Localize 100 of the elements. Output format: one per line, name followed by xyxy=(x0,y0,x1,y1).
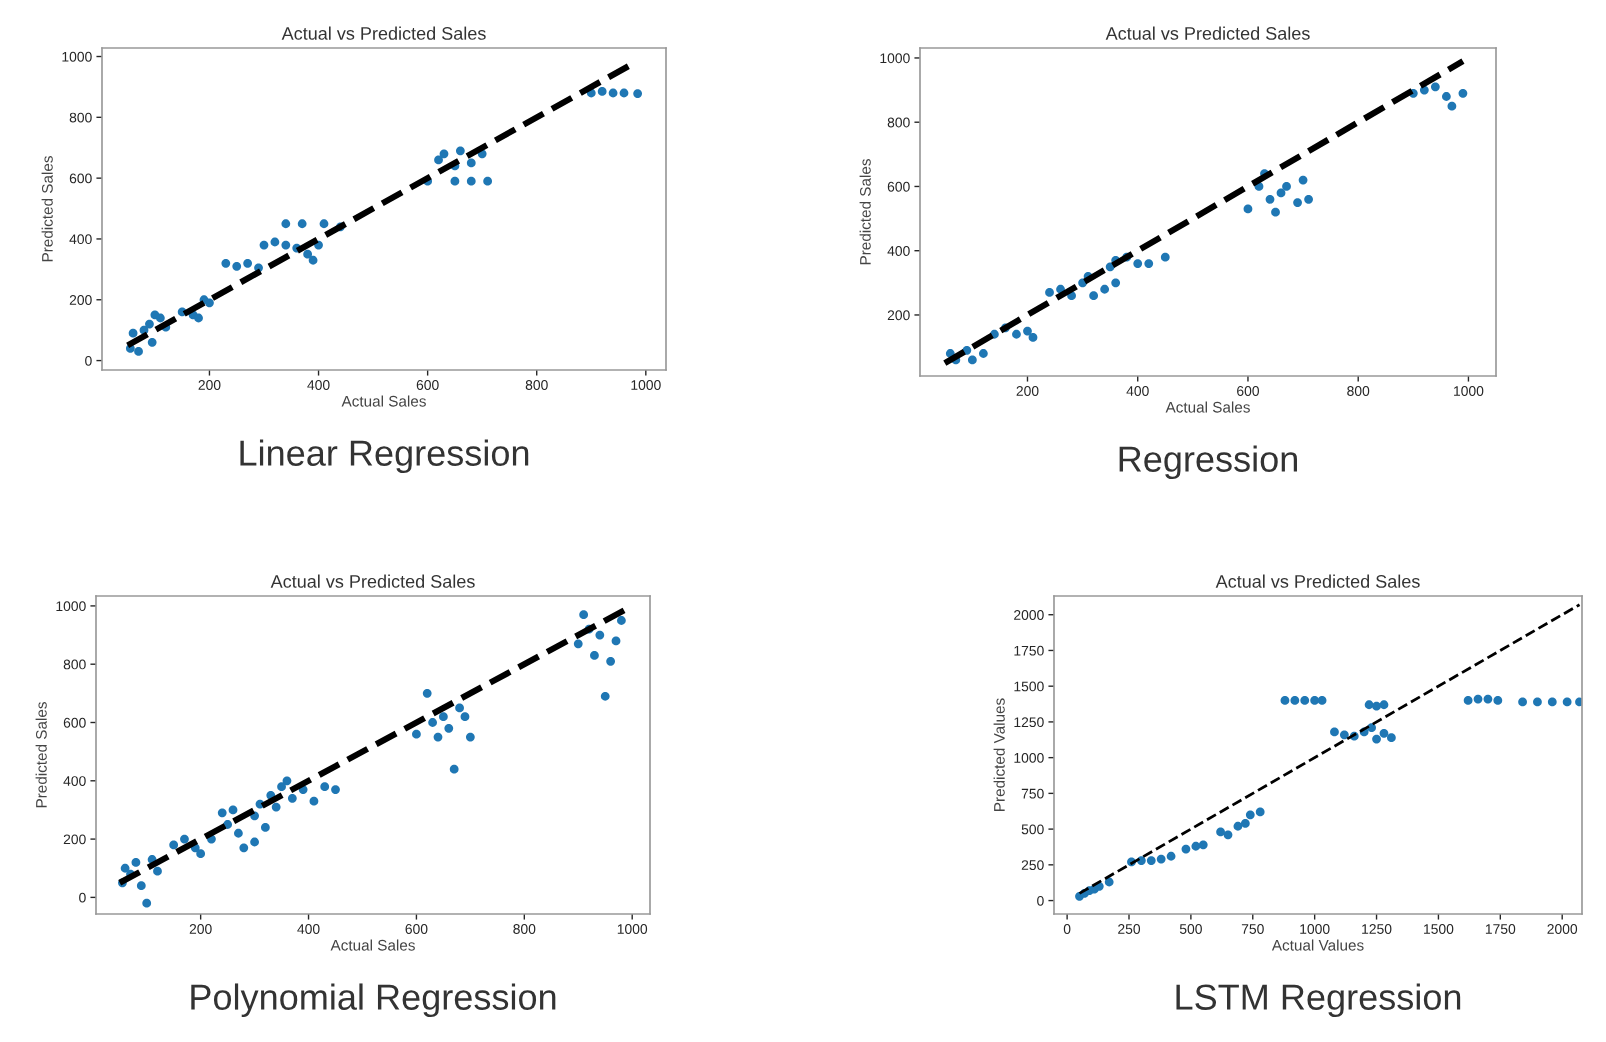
point xyxy=(196,849,206,859)
point xyxy=(579,610,589,620)
point xyxy=(1156,854,1166,864)
point xyxy=(1317,696,1327,705)
point xyxy=(180,834,189,844)
point xyxy=(1181,844,1191,854)
point xyxy=(120,863,130,873)
point xyxy=(205,298,214,308)
point xyxy=(967,355,977,365)
point xyxy=(1255,807,1265,817)
point xyxy=(460,712,470,722)
point xyxy=(153,866,162,876)
point xyxy=(234,828,243,838)
point xyxy=(303,249,313,259)
point xyxy=(308,255,318,265)
point xyxy=(169,840,179,850)
point xyxy=(1364,700,1374,710)
chart-title: Actual vs Predicted Sales xyxy=(1105,26,1310,40)
point xyxy=(1133,259,1143,268)
point xyxy=(297,219,307,229)
point xyxy=(1216,827,1225,837)
point xyxy=(1379,728,1389,738)
point xyxy=(1245,810,1255,820)
point xyxy=(1379,700,1389,710)
point xyxy=(439,149,449,159)
point xyxy=(1533,697,1542,707)
point xyxy=(1160,252,1170,262)
point xyxy=(1493,696,1503,705)
point xyxy=(465,732,475,742)
point xyxy=(1298,175,1308,185)
point xyxy=(590,651,599,660)
point xyxy=(1223,830,1233,840)
point xyxy=(1290,696,1300,705)
point xyxy=(617,616,626,625)
chart-title: Actual vs Predicted Sales xyxy=(1215,574,1420,588)
point xyxy=(433,732,443,742)
point xyxy=(131,858,141,867)
point xyxy=(260,823,270,832)
point xyxy=(434,155,443,165)
point xyxy=(243,258,253,268)
point xyxy=(455,703,464,713)
point xyxy=(1012,329,1021,339)
point xyxy=(1562,697,1572,707)
point xyxy=(232,261,242,271)
point xyxy=(1518,697,1527,707)
point xyxy=(444,723,454,733)
point xyxy=(412,729,421,739)
point xyxy=(600,691,610,701)
point xyxy=(1483,694,1493,704)
point xyxy=(1330,727,1339,737)
point xyxy=(1023,326,1032,336)
point xyxy=(1146,856,1156,865)
point xyxy=(145,319,154,329)
text: LSTM Regression xyxy=(1176,983,1461,1018)
point xyxy=(287,793,297,803)
text: Polynomial Regression xyxy=(191,983,556,1018)
point xyxy=(449,764,459,774)
point xyxy=(281,240,291,250)
point xyxy=(483,176,493,186)
point xyxy=(611,636,621,646)
point xyxy=(271,802,281,812)
point xyxy=(1233,821,1243,831)
point xyxy=(142,898,152,908)
chart-title: Actual vs Predicted Sales xyxy=(281,26,486,40)
point xyxy=(331,785,340,794)
point xyxy=(1372,701,1381,711)
point xyxy=(597,87,607,96)
point xyxy=(1547,697,1557,707)
point xyxy=(1442,92,1451,101)
point xyxy=(1300,696,1310,705)
point xyxy=(595,630,605,640)
point xyxy=(422,688,432,698)
point xyxy=(1372,734,1381,744)
point xyxy=(320,782,330,792)
point xyxy=(619,88,629,98)
text: Linear Regression xyxy=(240,439,529,474)
point xyxy=(155,313,165,323)
point xyxy=(221,258,231,268)
point xyxy=(1280,696,1290,705)
point xyxy=(1100,284,1110,294)
point xyxy=(217,808,227,818)
point xyxy=(606,656,616,666)
point xyxy=(239,843,249,853)
point xyxy=(1271,207,1280,217)
point xyxy=(136,881,146,891)
point xyxy=(134,347,143,356)
point xyxy=(1304,194,1313,204)
point xyxy=(979,349,988,358)
point xyxy=(1028,333,1038,342)
point xyxy=(633,89,643,98)
point xyxy=(455,146,465,156)
point xyxy=(147,337,157,347)
point xyxy=(194,313,203,323)
point xyxy=(281,219,291,229)
point xyxy=(228,805,238,815)
point xyxy=(1191,841,1201,851)
point xyxy=(1144,259,1154,268)
point xyxy=(1430,82,1440,92)
point xyxy=(1293,198,1302,207)
point xyxy=(309,796,319,806)
